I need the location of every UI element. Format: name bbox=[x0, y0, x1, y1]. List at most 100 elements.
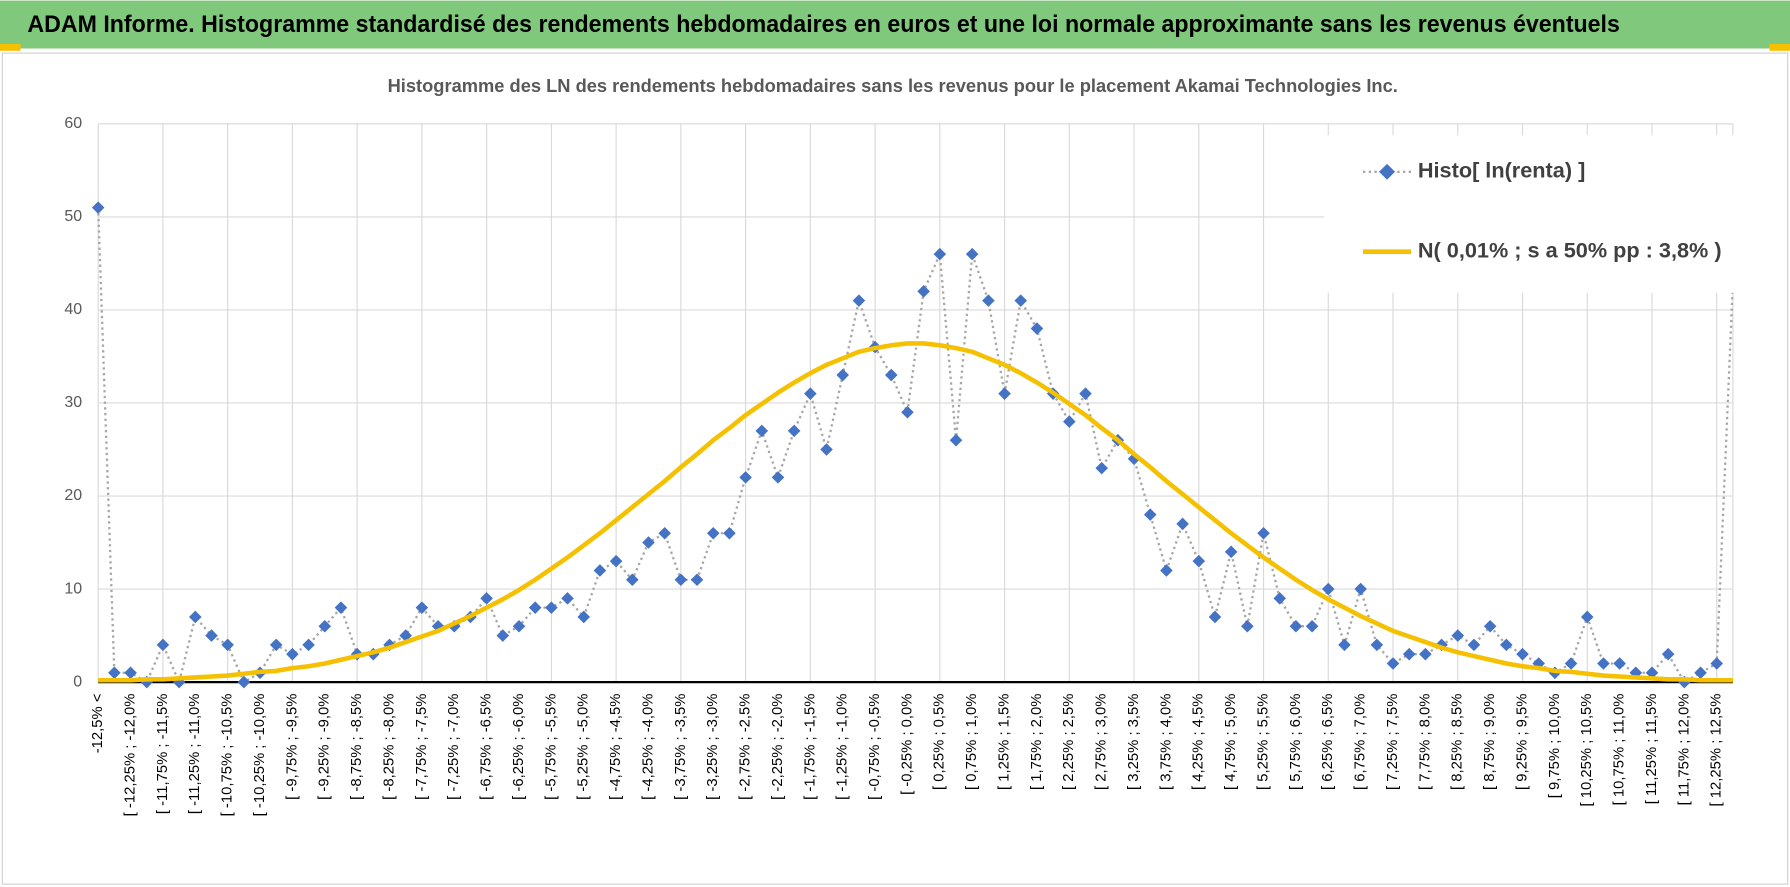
x-tick-label: [ 9,25% ; 9,5% bbox=[1514, 694, 1530, 790]
histogram-point bbox=[189, 610, 202, 624]
histogram-point bbox=[1338, 638, 1351, 652]
x-tick-label: [ 7,25% ; 7,5% bbox=[1385, 694, 1401, 790]
x-tick-label: [ -11,25% ; -11,0% bbox=[187, 694, 203, 815]
x-tick-label: -12,5% < bbox=[90, 694, 106, 754]
histogram-point bbox=[156, 638, 170, 652]
y-tick-label: 10 bbox=[64, 580, 82, 597]
x-tick-label: [ -0,75% ; -0,5% bbox=[867, 694, 883, 800]
x-tick-label: [ 12,25% ; 12,5% bbox=[1709, 694, 1725, 807]
x-tick-label: [ -7,25% ; -7,0% bbox=[446, 694, 462, 800]
histogram-point bbox=[1370, 638, 1384, 652]
legend-label: Histo[ ln(renta) ] bbox=[1418, 158, 1585, 183]
y-tick-label: 40 bbox=[64, 301, 82, 318]
histogram-point bbox=[1257, 526, 1270, 540]
y-tick-label: 20 bbox=[64, 487, 82, 504]
histogram-point bbox=[1095, 461, 1108, 475]
histogram-point bbox=[1419, 647, 1432, 661]
x-tick-label: [ -5,25% ; -5,0% bbox=[576, 694, 592, 800]
x-tick-label: [ -5,75% ; -5,5% bbox=[543, 694, 559, 800]
histogram-point bbox=[1241, 619, 1254, 633]
histogram-point bbox=[658, 526, 671, 540]
x-tick-label: [ -3,25% ; -3,0% bbox=[705, 694, 721, 800]
histogram-point bbox=[1402, 647, 1416, 661]
histogram-point bbox=[609, 554, 623, 568]
histogram-point bbox=[949, 433, 963, 447]
histogram-point bbox=[982, 294, 995, 307]
histogram-point bbox=[1014, 294, 1028, 307]
corner bbox=[1769, 43, 1790, 51]
x-tick-label: [ 6,25% ; 6,5% bbox=[1320, 694, 1336, 790]
legend-box bbox=[1324, 135, 1741, 293]
header-bar bbox=[0, 0, 1790, 49]
histogram-point bbox=[1451, 629, 1465, 642]
legend-label: N( 0,01% ; s a 50% pp : 3,8% ) bbox=[1418, 237, 1722, 262]
histogram-point bbox=[334, 601, 348, 614]
page-title: ADAM Informe. Histogramme standardisé de… bbox=[27, 11, 1620, 38]
histogram-point bbox=[1564, 657, 1578, 670]
histogram-point bbox=[1143, 508, 1157, 521]
histogram-point bbox=[1176, 517, 1189, 531]
histogram-point bbox=[787, 424, 801, 438]
x-tick-label: [ -4,75% ; -4,5% bbox=[608, 694, 624, 800]
histogram-point bbox=[1160, 564, 1173, 577]
x-tick-label: [ 4,25% ; 4,5% bbox=[1191, 694, 1207, 790]
histogram-point bbox=[1386, 657, 1400, 670]
x-tick-label: [ -9,25% ; -9,0% bbox=[317, 694, 333, 800]
x-tick-label: [ 7,75% ; 8,0% bbox=[1417, 694, 1433, 790]
histogram-point bbox=[755, 424, 769, 438]
x-tick-label: [ 9,75% ; 10,0% bbox=[1547, 694, 1563, 799]
histogram-point bbox=[269, 638, 283, 652]
x-tick-label: [ -8,25% ; -8,0% bbox=[381, 694, 397, 800]
histogram-point bbox=[496, 629, 510, 642]
histogram-point bbox=[626, 573, 639, 587]
legend: Histo[ ln(renta) ] N( 0,01% ; s a 50% pp … bbox=[1324, 135, 1741, 293]
histogram-point bbox=[221, 638, 234, 652]
x-tick-label: [ 11,75% ; 12,0% bbox=[1676, 694, 1692, 806]
x-tick-label: [ 2,25% ; 2,5% bbox=[1061, 694, 1077, 790]
y-tick-label: 30 bbox=[64, 394, 82, 411]
x-tick-label: [ 5,25% ; 5,5% bbox=[1255, 694, 1271, 790]
histogram-point bbox=[739, 471, 752, 484]
histogram-point bbox=[108, 666, 121, 680]
x-tick-label: [ 1,25% ; 1,5% bbox=[996, 694, 1012, 790]
x-tick-label: [ -1,25% ; -1,0% bbox=[835, 694, 851, 800]
histogram-point bbox=[545, 601, 558, 614]
x-tick-label: [ 5,75% ; 6,0% bbox=[1288, 694, 1304, 790]
histogram-point bbox=[804, 387, 817, 400]
x-tick-label: [ -11,75% ; -11,5% bbox=[155, 694, 171, 815]
x-tick-label: [ -3,75% ; -3,5% bbox=[673, 694, 689, 800]
x-tick-label: [ -0,25% ; 0,0% bbox=[899, 694, 915, 795]
histogram-point bbox=[286, 647, 299, 661]
y-tick-label: 60 bbox=[64, 115, 82, 132]
histogram-point bbox=[124, 666, 137, 680]
x-tick-label: [ -7,75% ; -7,5% bbox=[414, 694, 430, 800]
histogram-point bbox=[1694, 666, 1707, 680]
histogram-point bbox=[690, 573, 704, 587]
x-tick-label: [ 10,75% ; 11,0% bbox=[1612, 694, 1628, 806]
histogram-point bbox=[723, 526, 736, 540]
histogram-point bbox=[1322, 582, 1335, 596]
y-tick-label: 0 bbox=[73, 673, 82, 690]
x-tick-label: [ -10,25% ; -10,0% bbox=[252, 694, 268, 817]
x-tick-label: [ 1,75% ; 2,0% bbox=[1029, 694, 1045, 790]
x-tick-label: [ -8,75% ; -8,5% bbox=[349, 694, 365, 800]
x-tick-label: [ -2,25% ; -2,0% bbox=[770, 694, 786, 800]
x-tick-label: [ 8,75% ; 9,0% bbox=[1482, 694, 1498, 790]
chart-frame bbox=[1, 52, 1789, 885]
histogram-point bbox=[771, 471, 785, 484]
corner bbox=[0, 43, 21, 51]
x-tick-label: [ -12,25% ; -12,0% bbox=[122, 694, 138, 817]
x-tick-label: [ 4,75% ; 5,0% bbox=[1223, 694, 1239, 790]
histogram-point bbox=[674, 573, 688, 587]
histogram-point bbox=[415, 601, 429, 614]
x-tick-label: [ -2,75% ; -2,5% bbox=[738, 694, 754, 800]
chart-title: Histogramme des LN des rendements hebdom… bbox=[388, 75, 1398, 96]
x-tick-label: [ 8,25% ; 8,5% bbox=[1450, 694, 1466, 790]
x-tick-label: [ 3,75% ; 4,0% bbox=[1158, 694, 1174, 790]
histogram-point bbox=[1597, 657, 1610, 670]
histogram-point bbox=[1063, 415, 1076, 428]
x-tick-label: [ -4,25% ; -4,0% bbox=[640, 694, 656, 800]
histogram-point bbox=[1192, 554, 1206, 568]
histogram-point bbox=[91, 201, 105, 214]
